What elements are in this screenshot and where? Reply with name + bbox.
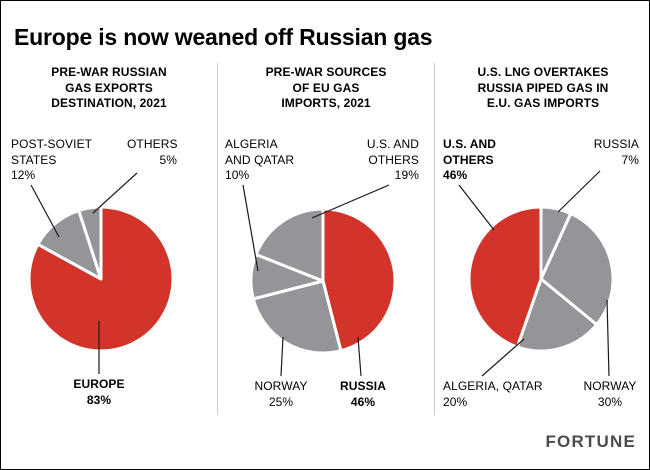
pie-slice-russia [539,205,573,281]
callout-algeria-qatar-3: ALGERIA, QATAR 20% [443,379,543,409]
leader-line-us-others-2 [311,184,390,219]
leader-line-others [92,172,138,214]
pie-slice-algeria-and-qatar [249,253,325,301]
pie-chart-3 [467,205,615,353]
callout-europe: EUROPE 83% [73,377,125,407]
callout-norway-3: NORWAY 30% [583,379,637,409]
panel-3-heading: U.S. LNG OVERTAKES RUSSIA PIPED GAS IN E… [477,65,609,111]
pie-slice-others [77,205,103,281]
pie-chart-1 [27,205,175,353]
callout-algeria-and-qatar: ALGERIA AND QATAR 10% [225,137,295,183]
page-title: Europe is now weaned off Russian gas [14,24,433,51]
callout-others: OTHERS 5% [127,137,178,167]
leader-line-algeria-qatar-2 [242,184,259,272]
pie-slice-u-s-and-others [254,207,325,283]
pie-slice-post-soviet-states [36,209,103,281]
callout-us-and-others-3: U.S. AND OTHERS 46% [443,137,497,183]
panel-2-heading: PRE-WAR SOURCES OF EU GAS IMPORTS, 2021 [265,65,387,111]
pie-slice-u-s-and-others [467,205,543,349]
callout-russia-3: RUSSIA 7% [593,137,639,167]
pie-slice-algeria-qatar [515,277,599,353]
pie-slice-norway [251,279,343,355]
pie-chart-2 [249,207,397,355]
leader-line-us-others-3 [458,184,495,231]
callout-post-soviet-states: POST-SOVIET STATES 12% [11,137,93,183]
leader-line-post-soviet [30,184,60,238]
panel-divider [217,63,218,415]
panel-1-heading: PRE-WAR RUSSIAN GAS EXPORTS DESTINATION,… [51,65,167,111]
leader-line-russia-3 [557,170,601,213]
callout-norway: NORWAY 25% [254,379,308,409]
leader-line-norway-3 [606,299,610,377]
leader-line-russia-2 [357,336,362,377]
pie-slice-russia [321,207,397,353]
pie-slice-europe [27,205,175,353]
panel-divider [434,63,435,415]
callout-us-and-others: U.S. AND OTHERS 19% [366,137,419,183]
callout-russia: RUSSIA 46% [340,379,386,409]
leader-line-norway-2 [280,336,284,377]
leader-line-algeria-qatar-3 [481,338,525,377]
pie-slice-norway [539,211,615,327]
fortune-logo: FORTUNE [545,432,636,451]
